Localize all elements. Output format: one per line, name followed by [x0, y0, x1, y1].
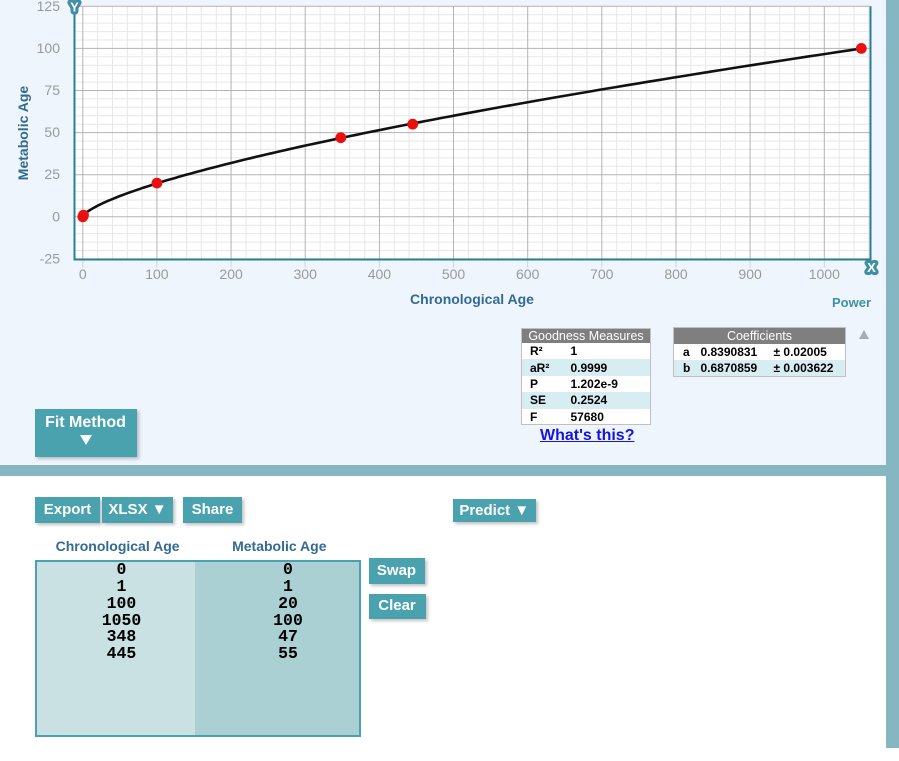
svg-text:600: 600: [516, 266, 540, 282]
svg-text:500: 500: [442, 266, 466, 282]
svg-text:1000: 1000: [809, 266, 840, 282]
svg-text:50: 50: [44, 124, 60, 140]
svg-text:Chronological Age: Chronological Age: [410, 291, 534, 307]
svg-text:400: 400: [368, 266, 392, 282]
svg-text:Metabolic Age: Metabolic Age: [15, 86, 31, 181]
svg-text:X: X: [867, 260, 876, 275]
svg-text:700: 700: [590, 266, 614, 282]
svg-text:100: 100: [37, 40, 61, 56]
svg-text:75: 75: [44, 82, 60, 98]
svg-text:300: 300: [294, 266, 318, 282]
svg-text:0: 0: [79, 266, 87, 282]
svg-text:0: 0: [52, 208, 60, 224]
svg-text:100: 100: [145, 266, 169, 282]
svg-text:Power: Power: [832, 295, 871, 310]
svg-text:900: 900: [738, 266, 762, 282]
svg-text:125: 125: [37, 0, 61, 14]
svg-text:800: 800: [664, 266, 688, 282]
svg-text:-25: -25: [40, 250, 60, 266]
svg-text:Y: Y: [70, 0, 79, 15]
svg-text:25: 25: [44, 166, 60, 182]
svg-text:200: 200: [219, 266, 243, 282]
